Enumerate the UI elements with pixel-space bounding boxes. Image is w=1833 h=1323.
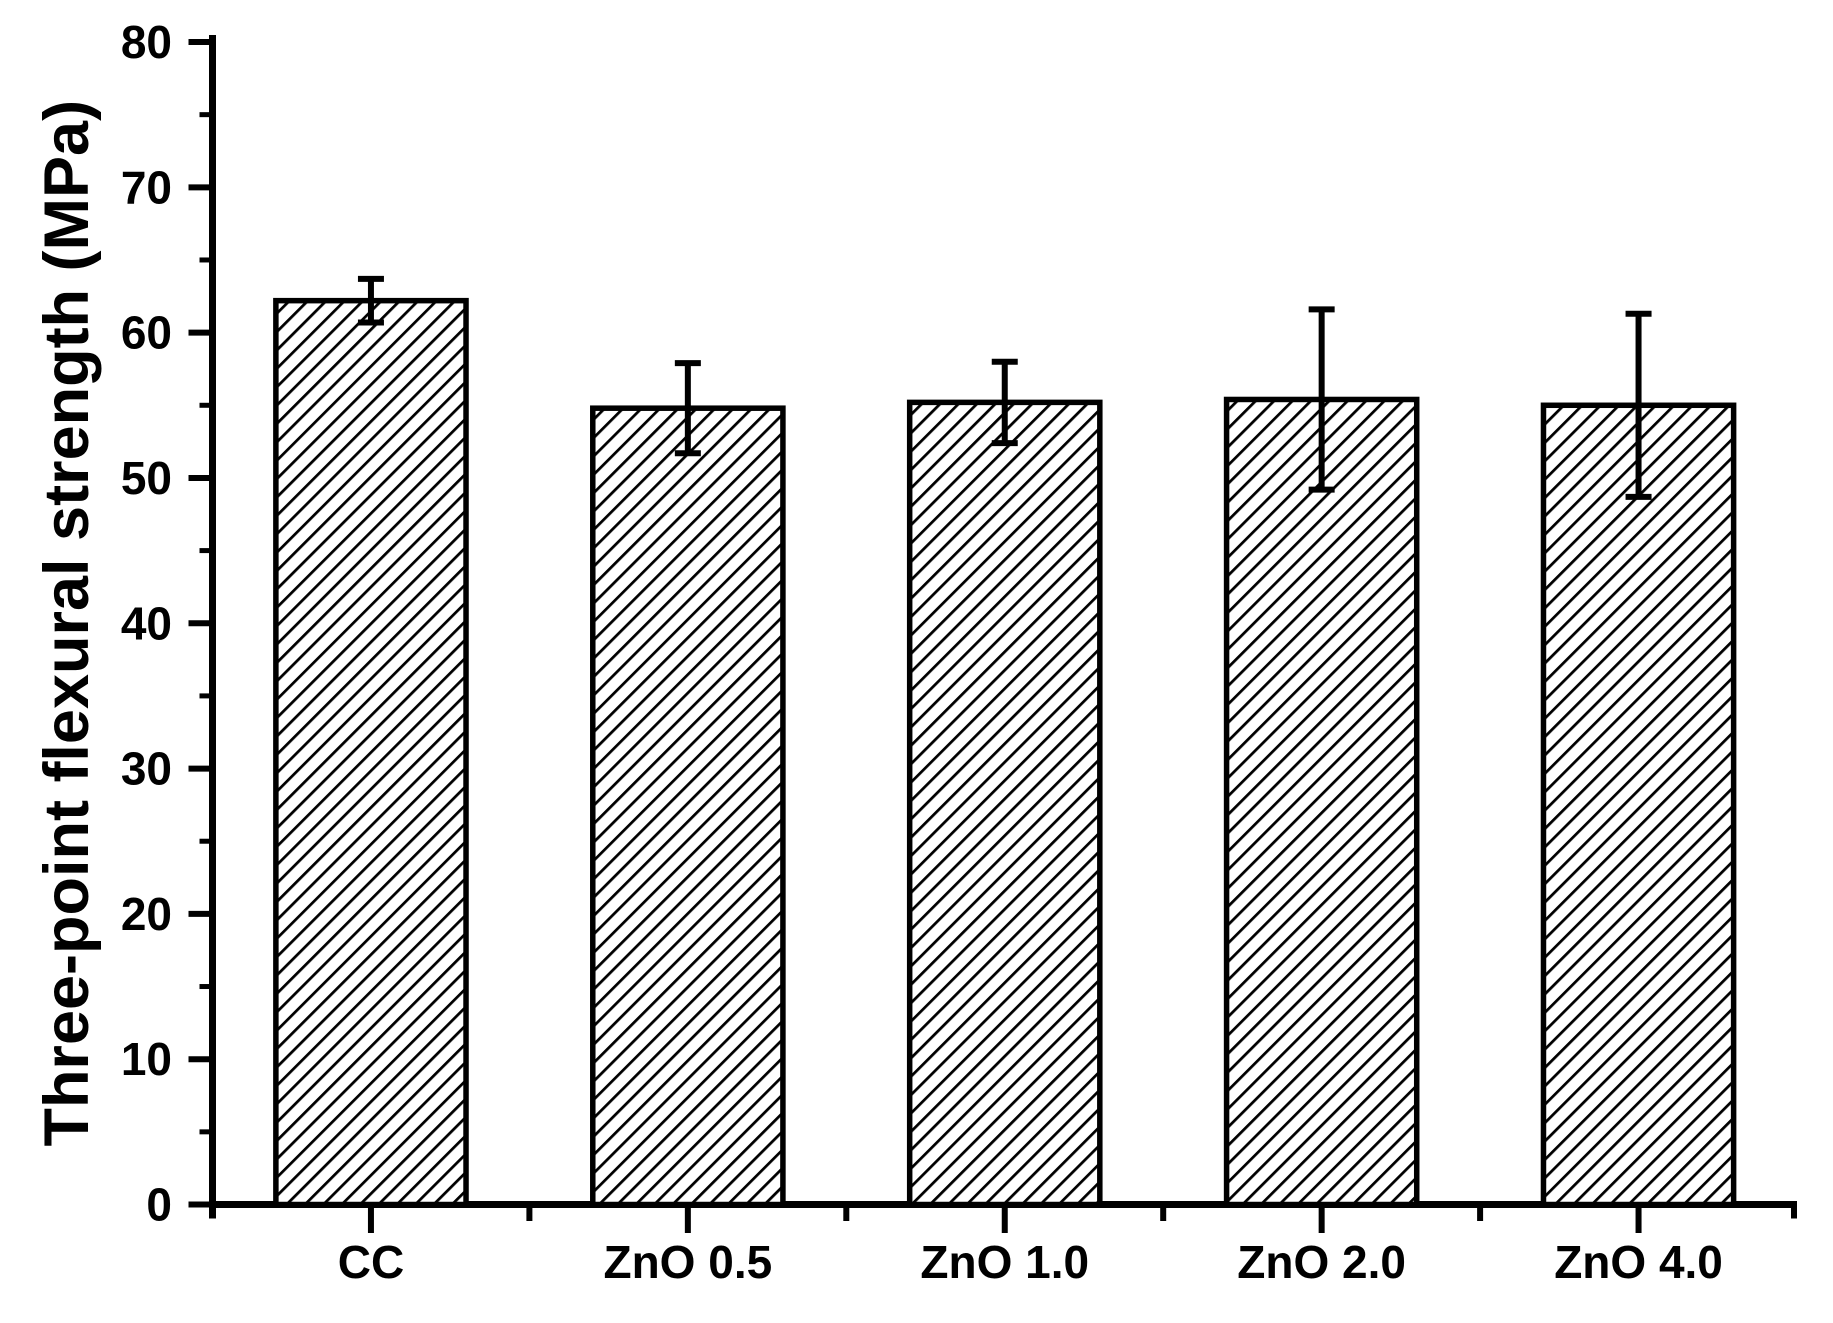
bar-zno-2-0 — [1223, 396, 1420, 1208]
bar-cc — [273, 297, 469, 1208]
y-tick-label: 50 — [121, 452, 172, 504]
y-tick-label: 20 — [121, 888, 172, 940]
x-category-label: ZnO 1.0 — [920, 1236, 1089, 1288]
y-tick-label: 80 — [121, 16, 172, 68]
y-tick-label: 70 — [121, 161, 172, 213]
y-tick-label: 40 — [121, 597, 172, 649]
y-tick-label: 60 — [121, 307, 172, 359]
bar-zno-1-0 — [906, 399, 1103, 1208]
bar-zno-0-5 — [590, 405, 786, 1208]
x-category-label: ZnO 0.5 — [603, 1236, 772, 1288]
plot-area: 0 10 20 30 40 50 60 70 80 CC ZnO 0.5 ZnO 1.0 ZnO 2.0… — [121, 16, 1797, 1288]
y-axis-title: Three-point flexural strength (MPa) — [32, 100, 102, 1147]
y-tick-label: 10 — [121, 1033, 172, 1085]
x-category-label: ZnO 4.0 — [1554, 1236, 1723, 1288]
x-category-label: CC — [338, 1236, 404, 1288]
bar-zno-4-0 — [1540, 402, 1737, 1208]
x-category-label: ZnO 2.0 — [1237, 1236, 1406, 1288]
y-tick-label: 30 — [121, 743, 172, 795]
y-tick-label: 0 — [146, 1179, 172, 1231]
